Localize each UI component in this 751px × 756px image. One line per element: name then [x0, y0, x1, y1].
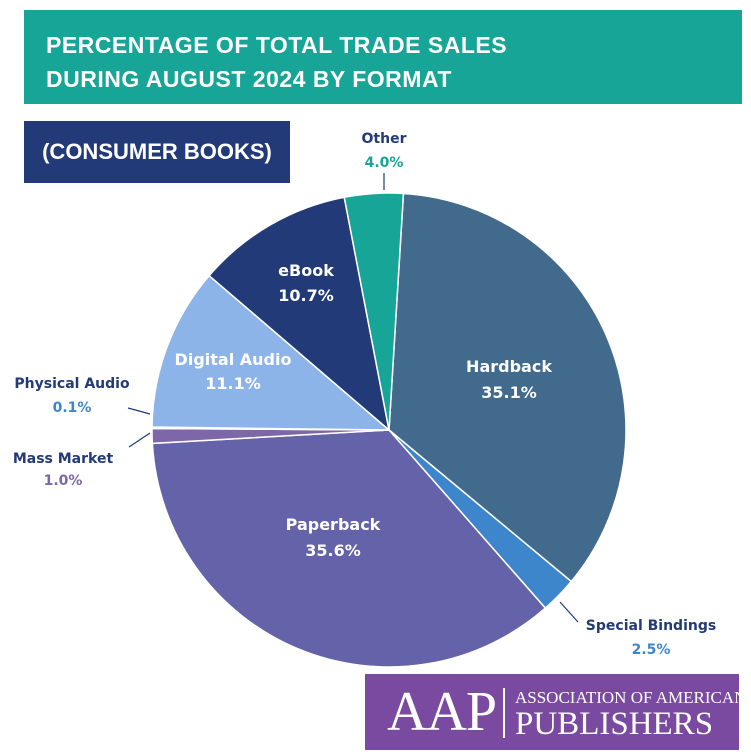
leader-line-special-bindings: [559, 601, 579, 623]
slice-value-ebook: 10.7%: [278, 286, 334, 305]
leader-line-physical-audio: [127, 407, 151, 415]
slice-value-mass-market: 1.0%: [44, 473, 83, 489]
pie-slice-other: [343, 192, 405, 431]
slice-label-mass-market: Mass Market: [13, 451, 114, 467]
chart-subtitle: (CONSUMER BOOKS): [24, 121, 290, 183]
slice-value-other: 4.0%: [365, 155, 404, 171]
aap-logo: AAP ASSOCIATION OF AMERICAN PUBLISHERS: [365, 674, 746, 750]
slice-value-physical-audio: 0.1%: [53, 400, 92, 416]
leader-line-mass-market: [128, 432, 151, 448]
title-banner: PERCENTAGE OF TOTAL TRADE SALES DURING A…: [24, 10, 742, 104]
logo-line-1: ASSOCIATION OF AMERICAN: [515, 688, 747, 707]
slice-label-ebook: eBook: [278, 261, 334, 280]
logo-line-2: PUBLISHERS: [515, 706, 714, 742]
pie-slice-digital-audio: [151, 274, 392, 431]
slice-value-special-bindings: 2.5%: [632, 642, 671, 658]
slice-value-digital-audio: 11.1%: [205, 374, 261, 393]
slice-label-special-bindings: Special Bindings: [586, 618, 716, 634]
chart-subtitle-text: (CONSUMER BOOKS): [42, 139, 272, 164]
logo-divider: [503, 688, 505, 738]
chart-title-line-2: DURING AUGUST 2024 BY FORMAT: [46, 66, 452, 92]
slice-label-paperback: Paperback: [286, 515, 381, 534]
slice-label-physical-audio: Physical Audio: [14, 376, 130, 392]
slice-label-hardback: Hardback: [466, 357, 552, 376]
pie-slice-ebook: [208, 196, 391, 432]
chart-title-line-1: PERCENTAGE OF TOTAL TRADE SALES: [46, 32, 508, 58]
logo-abbreviation: AAP: [387, 681, 497, 743]
slice-value-paperback: 35.6%: [305, 541, 361, 560]
slice-label-digital-audio: Digital Audio: [175, 350, 292, 369]
slice-label-other: Other: [362, 131, 407, 147]
pie-slice-paperback: [151, 429, 547, 668]
pie-slice-hardback: [388, 192, 627, 583]
slice-value-hardback: 35.1%: [481, 383, 537, 402]
